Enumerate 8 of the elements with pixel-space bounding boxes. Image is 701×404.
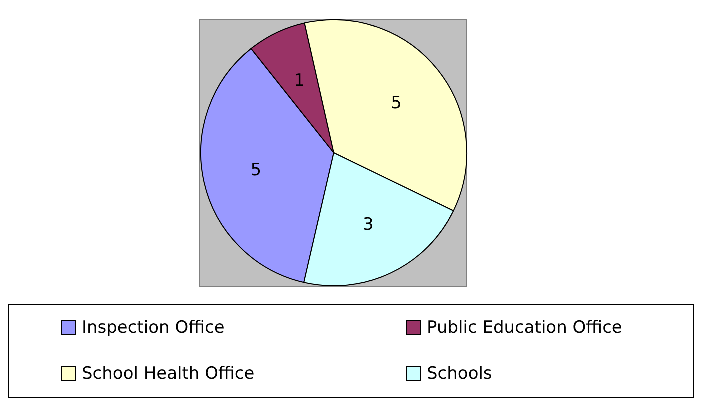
legend-label: Inspection Office [82, 318, 225, 338]
data-label: 5 [391, 93, 402, 114]
data-label: 5 [250, 160, 262, 181]
legend-label: Schools [427, 364, 492, 384]
legend-label: Public Education Office [427, 318, 622, 338]
data-label: 1 [294, 71, 305, 92]
legend-label: School Health Office [82, 364, 255, 384]
data-label: 3 [363, 214, 374, 235]
